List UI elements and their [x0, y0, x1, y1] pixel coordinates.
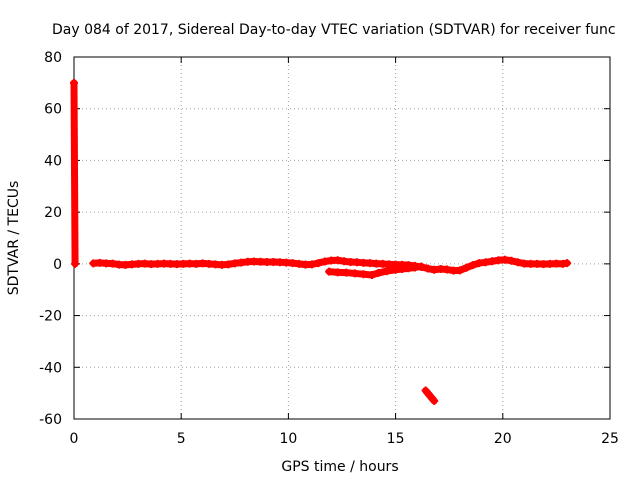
x-tick-labels: 0 5 10 15 20 25	[70, 431, 619, 447]
tick-marks	[73, 56, 611, 420]
data-trace	[428, 394, 438, 405]
series-2	[421, 386, 439, 405]
x-tick-label: 15	[387, 431, 405, 447]
data-trace	[559, 259, 571, 268]
series-0	[70, 78, 572, 275]
y-tick-label: -60	[39, 412, 62, 428]
y-tick-label: 0	[53, 257, 62, 273]
y-tick-label: 60	[44, 102, 62, 118]
y-axis-label: SDTVAR / TECUs	[6, 181, 22, 296]
x-axis-label: GPS time / hours	[281, 459, 398, 475]
x-tick-label: 20	[494, 431, 512, 447]
x-tick-label: 5	[177, 431, 186, 447]
y-tick-label: -40	[39, 360, 62, 376]
x-tick-label: 25	[601, 431, 619, 447]
y-tick-label: 20	[44, 205, 62, 221]
grid	[74, 57, 610, 419]
y-tick-label: -20	[39, 309, 62, 325]
series-1	[325, 262, 426, 279]
data-trace	[70, 79, 79, 268]
x-tick-label: 0	[70, 431, 79, 447]
plot-frame	[73, 56, 611, 420]
chart-title: Day 084 of 2017, Sidereal Day-to-day VTE…	[52, 22, 616, 38]
data-points	[70, 78, 572, 405]
x-tick-label: 10	[279, 431, 297, 447]
y-tick-label: 80	[44, 50, 62, 66]
y-tick-label: 40	[44, 153, 62, 169]
data-trace	[411, 262, 425, 271]
y-tick-labels: -60 -40 -20 0 20 40 60 80	[39, 50, 62, 428]
